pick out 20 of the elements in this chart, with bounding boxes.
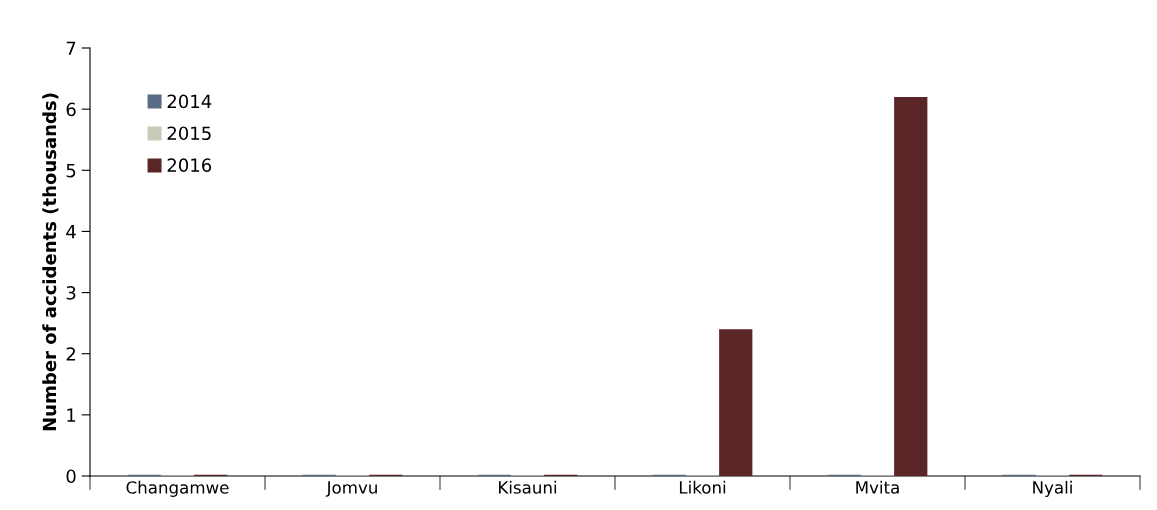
x-tick-label: Likoni bbox=[679, 480, 726, 494]
y-tick-label: 5 bbox=[66, 163, 76, 178]
bar bbox=[894, 96, 928, 476]
y-tick-label: 0 bbox=[66, 469, 76, 484]
y-tick-label: 7 bbox=[66, 41, 76, 55]
legend-label: 2016 bbox=[167, 158, 212, 173]
bar bbox=[719, 329, 753, 476]
x-tick-label: Kisauni bbox=[499, 480, 557, 494]
y-tick-label: 3 bbox=[66, 286, 76, 300]
x-tick-label: Changamwe bbox=[126, 480, 229, 497]
x-tick-label: Jomvu bbox=[325, 481, 377, 497]
y-tick-label: 1 bbox=[67, 408, 76, 422]
y-axis-title: Number of accidents (thousands) bbox=[42, 93, 59, 431]
x-tick-label: Mvita bbox=[856, 480, 899, 494]
x-tick-label: Nyali bbox=[1033, 480, 1072, 497]
y-tick-label: 2 bbox=[66, 347, 75, 361]
y-tick-label: 6 bbox=[66, 102, 76, 117]
y-tick-label: 4 bbox=[66, 225, 76, 239]
legend-label: 2015 bbox=[167, 126, 211, 141]
legend-label: 2014 bbox=[167, 94, 212, 109]
